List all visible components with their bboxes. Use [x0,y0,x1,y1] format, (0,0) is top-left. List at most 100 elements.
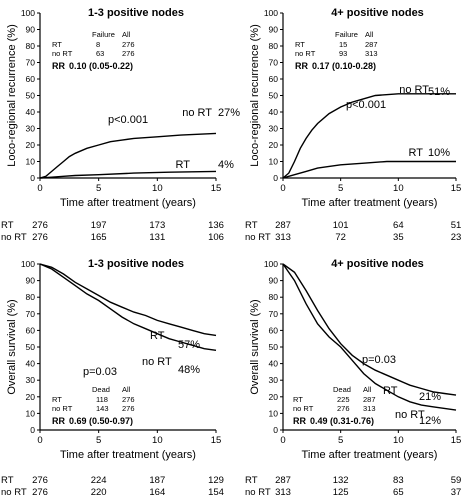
y-tick-label: 40 [269,107,279,117]
at-risk-count: 101 [333,220,349,231]
y-tick-label: 20 [26,140,36,150]
stats-count: 15 [339,40,347,49]
y-tick-label: 30 [269,124,279,134]
y-tick-label: 90 [269,25,279,35]
at-risk-count: 65 [393,487,404,498]
rr-value: 0.10 (0.05-0.22) [69,61,133,71]
chart-panel-bottom-right: 0 10 20 30 40 50 60 70 80 90 100 0 5 10 15 4+ positive … [249,258,461,461]
rr-label: RR [295,61,308,71]
at-risk-count: 224 [91,475,107,486]
x-axis-label: Time after treatment (years) [302,197,438,209]
series-end-value: 21% [419,391,441,403]
series-label: RT [409,147,424,159]
y-tick-label: 90 [269,276,279,286]
y-tick-label: 10 [26,408,36,418]
at-risk-count: 276 [32,232,48,243]
at-risk-count: 187 [149,475,165,486]
rr-label: RR [52,416,65,426]
y-tick-label: 50 [269,342,279,352]
y-tick-label: 50 [269,91,279,101]
at-risk-count: 197 [91,220,107,231]
at-risk-count: 83 [393,475,404,486]
p-value: p=0.03 [362,354,396,366]
at-risk-count: 287 [275,475,291,486]
chart-panel-bottom-left: 0 10 20 30 40 50 60 70 80 90 100 0 5 10 15 1-3 positive… [6,258,221,461]
y-tick-label: 90 [26,276,36,286]
y-tick-label: 100 [264,8,278,18]
x-tick-label: 15 [451,435,462,446]
x-tick-label: 0 [280,183,285,194]
x-tick-label: 0 [280,435,285,446]
rr-value: 0.69 (0.50-0.97) [69,416,133,426]
stats-count: 276 [337,404,350,413]
stats-col-header: All [365,30,374,39]
y-tick-label: 10 [26,157,36,167]
chart-title: 4+ positive nodes [331,7,424,19]
at-risk-count: 132 [333,475,349,486]
y-tick-label: 70 [26,58,36,68]
x-axis-label: Time after treatment (years) [302,449,438,461]
x-tick-label: 5 [338,183,343,194]
at-risk-label: RT [245,475,258,486]
at-risk-label: no RT [1,232,27,243]
stats-total: 287 [363,395,376,404]
y-tick-label: 30 [269,375,279,385]
stats-col-header: All [122,30,131,39]
y-tick-label: 80 [269,41,279,51]
p-value: p<0.001 [108,114,148,126]
series-end-value: 12% [419,415,441,427]
y-tick-label: 0 [30,173,35,183]
p-value: p<0.001 [346,99,386,111]
y-tick-label: 60 [26,74,36,84]
stats-col-header: All [363,385,372,394]
at-risk-label: RT [1,475,14,486]
y-tick-label: 10 [269,408,279,418]
rr-value: 0.17 (0.10-0.28) [312,61,376,71]
at-risk-count: 313 [275,232,291,243]
stats-row-label: no RT [52,404,73,413]
stats-total: 276 [122,404,135,413]
stats-total: 276 [122,40,135,49]
series-end-value: 48% [178,364,200,376]
stats-col-header: Failure [335,30,358,39]
y-tick-label: 60 [26,325,36,335]
x-tick-label: 10 [152,183,163,194]
stats-total: 313 [363,404,376,413]
y-tick-label: 60 [269,74,279,84]
at-risk-count: 154 [208,487,224,498]
stats-total: 313 [365,49,378,58]
x-tick-label: 10 [393,435,404,446]
stats-row-label: RT [52,40,62,49]
series-end-value: 10% [428,147,450,159]
stats-row-label: RT [295,40,305,49]
stats-col-header: All [122,385,131,394]
at-risk-count: 220 [91,487,107,498]
series-line-rt [283,162,456,179]
stats-row-label: no RT [293,404,314,413]
x-tick-label: 5 [338,435,343,446]
stats-row-label: RT [293,395,303,404]
series-end-value: 4% [218,159,234,171]
at-risk-count: 165 [91,232,107,243]
y-tick-label: 50 [26,342,36,352]
stats-total: 276 [122,395,135,404]
y-tick-label: 0 [273,425,278,435]
y-tick-label: 70 [269,58,279,68]
chart-title: 4+ positive nodes [331,258,424,270]
x-tick-label: 15 [451,183,462,194]
x-tick-label: 15 [211,435,222,446]
y-tick-label: 100 [21,259,35,269]
y-tick-label: 80 [269,292,279,302]
y-axis-label: Loco-regional recurrence (%) [6,24,18,166]
series-line-rt [40,171,216,178]
at-risk-label: RT [245,220,258,231]
chart-title: 1-3 positive nodes [88,7,184,19]
x-tick-label: 5 [96,435,101,446]
at-risk-count: 106 [208,232,224,243]
y-tick-label: 40 [26,359,36,369]
y-tick-label: 70 [26,309,36,319]
at-risk-count: 136 [208,220,224,231]
x-axis-label: Time after treatment (years) [60,197,196,209]
stats-row-label: no RT [295,49,316,58]
stats-col-header: Failure [92,30,115,39]
